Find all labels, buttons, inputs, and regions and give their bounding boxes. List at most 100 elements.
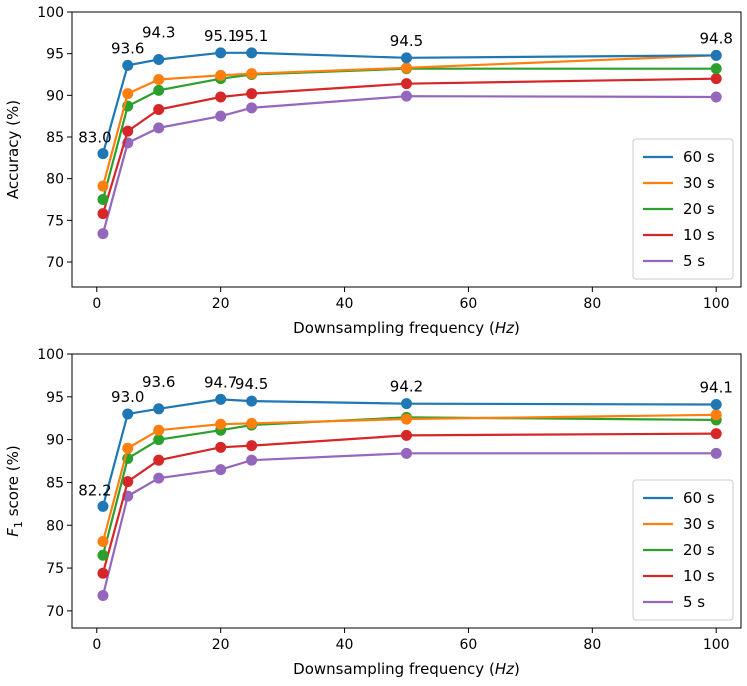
data-point: [215, 110, 227, 122]
data-point: [401, 413, 412, 425]
f1-score-chart: 0 20 40 60 80 100 70 75 80 85 90 95 100 Downsampling …: [4, 347, 742, 678]
data-point: [97, 536, 109, 548]
data-point: [710, 399, 722, 411]
legend: 60 s 30 s 20 s 10 s 5 s: [632, 138, 734, 280]
data-point: [97, 148, 109, 160]
x-tick-label: 60: [460, 296, 478, 312]
data-point: [122, 125, 134, 137]
data-point: [246, 417, 258, 429]
data-point: [153, 454, 165, 466]
y-tick-label: 95: [46, 390, 64, 406]
data-point: [122, 59, 134, 71]
data-point: [215, 91, 227, 103]
legend-box: [632, 479, 734, 621]
x-tick-label: 20: [212, 637, 230, 653]
data-point: [710, 73, 722, 85]
data-point: [246, 395, 258, 407]
x-tick-label: 20: [212, 296, 230, 312]
y-tick-label: 70: [46, 604, 64, 620]
data-point: [122, 88, 134, 100]
y-tick-label: 95: [46, 47, 64, 63]
axes-frame: [71, 353, 742, 629]
data-point: [401, 78, 412, 90]
y-tick-label: 85: [46, 130, 64, 146]
data-label: 94.2: [390, 378, 423, 396]
x-tick-label: 40: [336, 637, 354, 653]
data-point: [246, 454, 258, 466]
x-tick-label: 80: [583, 637, 601, 653]
y-tick-label: 85: [46, 475, 64, 491]
data-point: [401, 429, 412, 441]
data-point: [122, 442, 134, 454]
data-point: [97, 567, 109, 579]
data-point: [97, 208, 109, 220]
data-point: [246, 47, 258, 59]
data-point: [401, 90, 412, 102]
data-point: [153, 74, 165, 85]
y-tick-label: 70: [46, 255, 64, 271]
x-tick-label: 40: [336, 296, 354, 312]
x-tick-label: 100: [703, 296, 730, 312]
data-label: 95.1: [204, 27, 237, 45]
data-point: [246, 102, 258, 114]
data-point: [401, 447, 412, 459]
y-tick-label: 100: [37, 347, 64, 363]
data-point: [710, 447, 722, 459]
x-axis-label-unit: Hz: [495, 319, 515, 337]
data-label: 95.1: [235, 27, 268, 45]
y-axis-label-prefix: F: [4, 528, 22, 537]
data-label: 83.0: [78, 129, 111, 147]
accuracy-chart: 0 20 40 60 80 100 70 75 80 85 90 95 100 Downsampling …: [4, 5, 742, 337]
legend-label: 20 s: [683, 541, 715, 559]
legend-label: 5 s: [683, 593, 705, 611]
data-label: 93.6: [111, 39, 144, 57]
data-point: [97, 180, 109, 192]
y-axis-label: F1 score (%): [4, 445, 25, 536]
data-point: [153, 472, 165, 484]
legend-label: 10 s: [683, 226, 715, 244]
data-point: [153, 434, 165, 446]
data-label: 93.0: [111, 388, 144, 406]
y-axis-label-subscript: 1: [12, 521, 25, 528]
legend-box: [632, 138, 734, 280]
data-label: 94.7: [204, 373, 237, 391]
data-point: [153, 104, 165, 115]
x-axis-label-prefix: Downsampling frequency (: [293, 319, 495, 337]
data-point: [97, 589, 109, 601]
x-tick-label: 60: [460, 637, 478, 653]
legend-label: 60 s: [683, 148, 715, 166]
axes-frame: [71, 11, 742, 288]
data-point: [246, 440, 258, 452]
data-label: 94.3: [142, 24, 175, 42]
data-point: [401, 52, 412, 64]
x-axis-label: Downsampling frequency (Hz): [293, 319, 520, 337]
x-axis-label-suffix: ): [514, 319, 520, 337]
x-axis-label: Downsampling frequency (Hz): [293, 660, 520, 678]
y-tick-label: 90: [46, 88, 64, 104]
series-line-5s: [101, 95, 717, 234]
data-point: [710, 409, 722, 421]
data-point: [401, 62, 412, 74]
data-point: [153, 424, 165, 436]
x-axis-label-unit: Hz: [495, 660, 515, 678]
data-point: [401, 398, 412, 410]
legend-label: 20 s: [683, 200, 715, 218]
data-point: [215, 464, 227, 476]
y-axis-label: Accuracy (%): [4, 100, 22, 199]
data-label: 94.5: [235, 375, 268, 393]
data-point: [153, 84, 165, 96]
x-tick-label: 100: [703, 637, 730, 653]
data-point: [215, 69, 227, 81]
y-tick-label: 100: [37, 5, 64, 21]
data-label: 94.8: [700, 29, 733, 47]
series-line-5s: [101, 452, 717, 596]
x-axis-label-suffix: ): [514, 660, 520, 678]
data-point: [246, 88, 258, 100]
x-tick-label: 0: [92, 296, 101, 312]
data-point: [710, 63, 722, 75]
data-label: 93.6: [142, 373, 175, 391]
data-point: [215, 441, 227, 453]
legend-label: 10 s: [683, 567, 715, 585]
data-label: 94.5: [390, 32, 423, 50]
data-point: [710, 91, 722, 103]
